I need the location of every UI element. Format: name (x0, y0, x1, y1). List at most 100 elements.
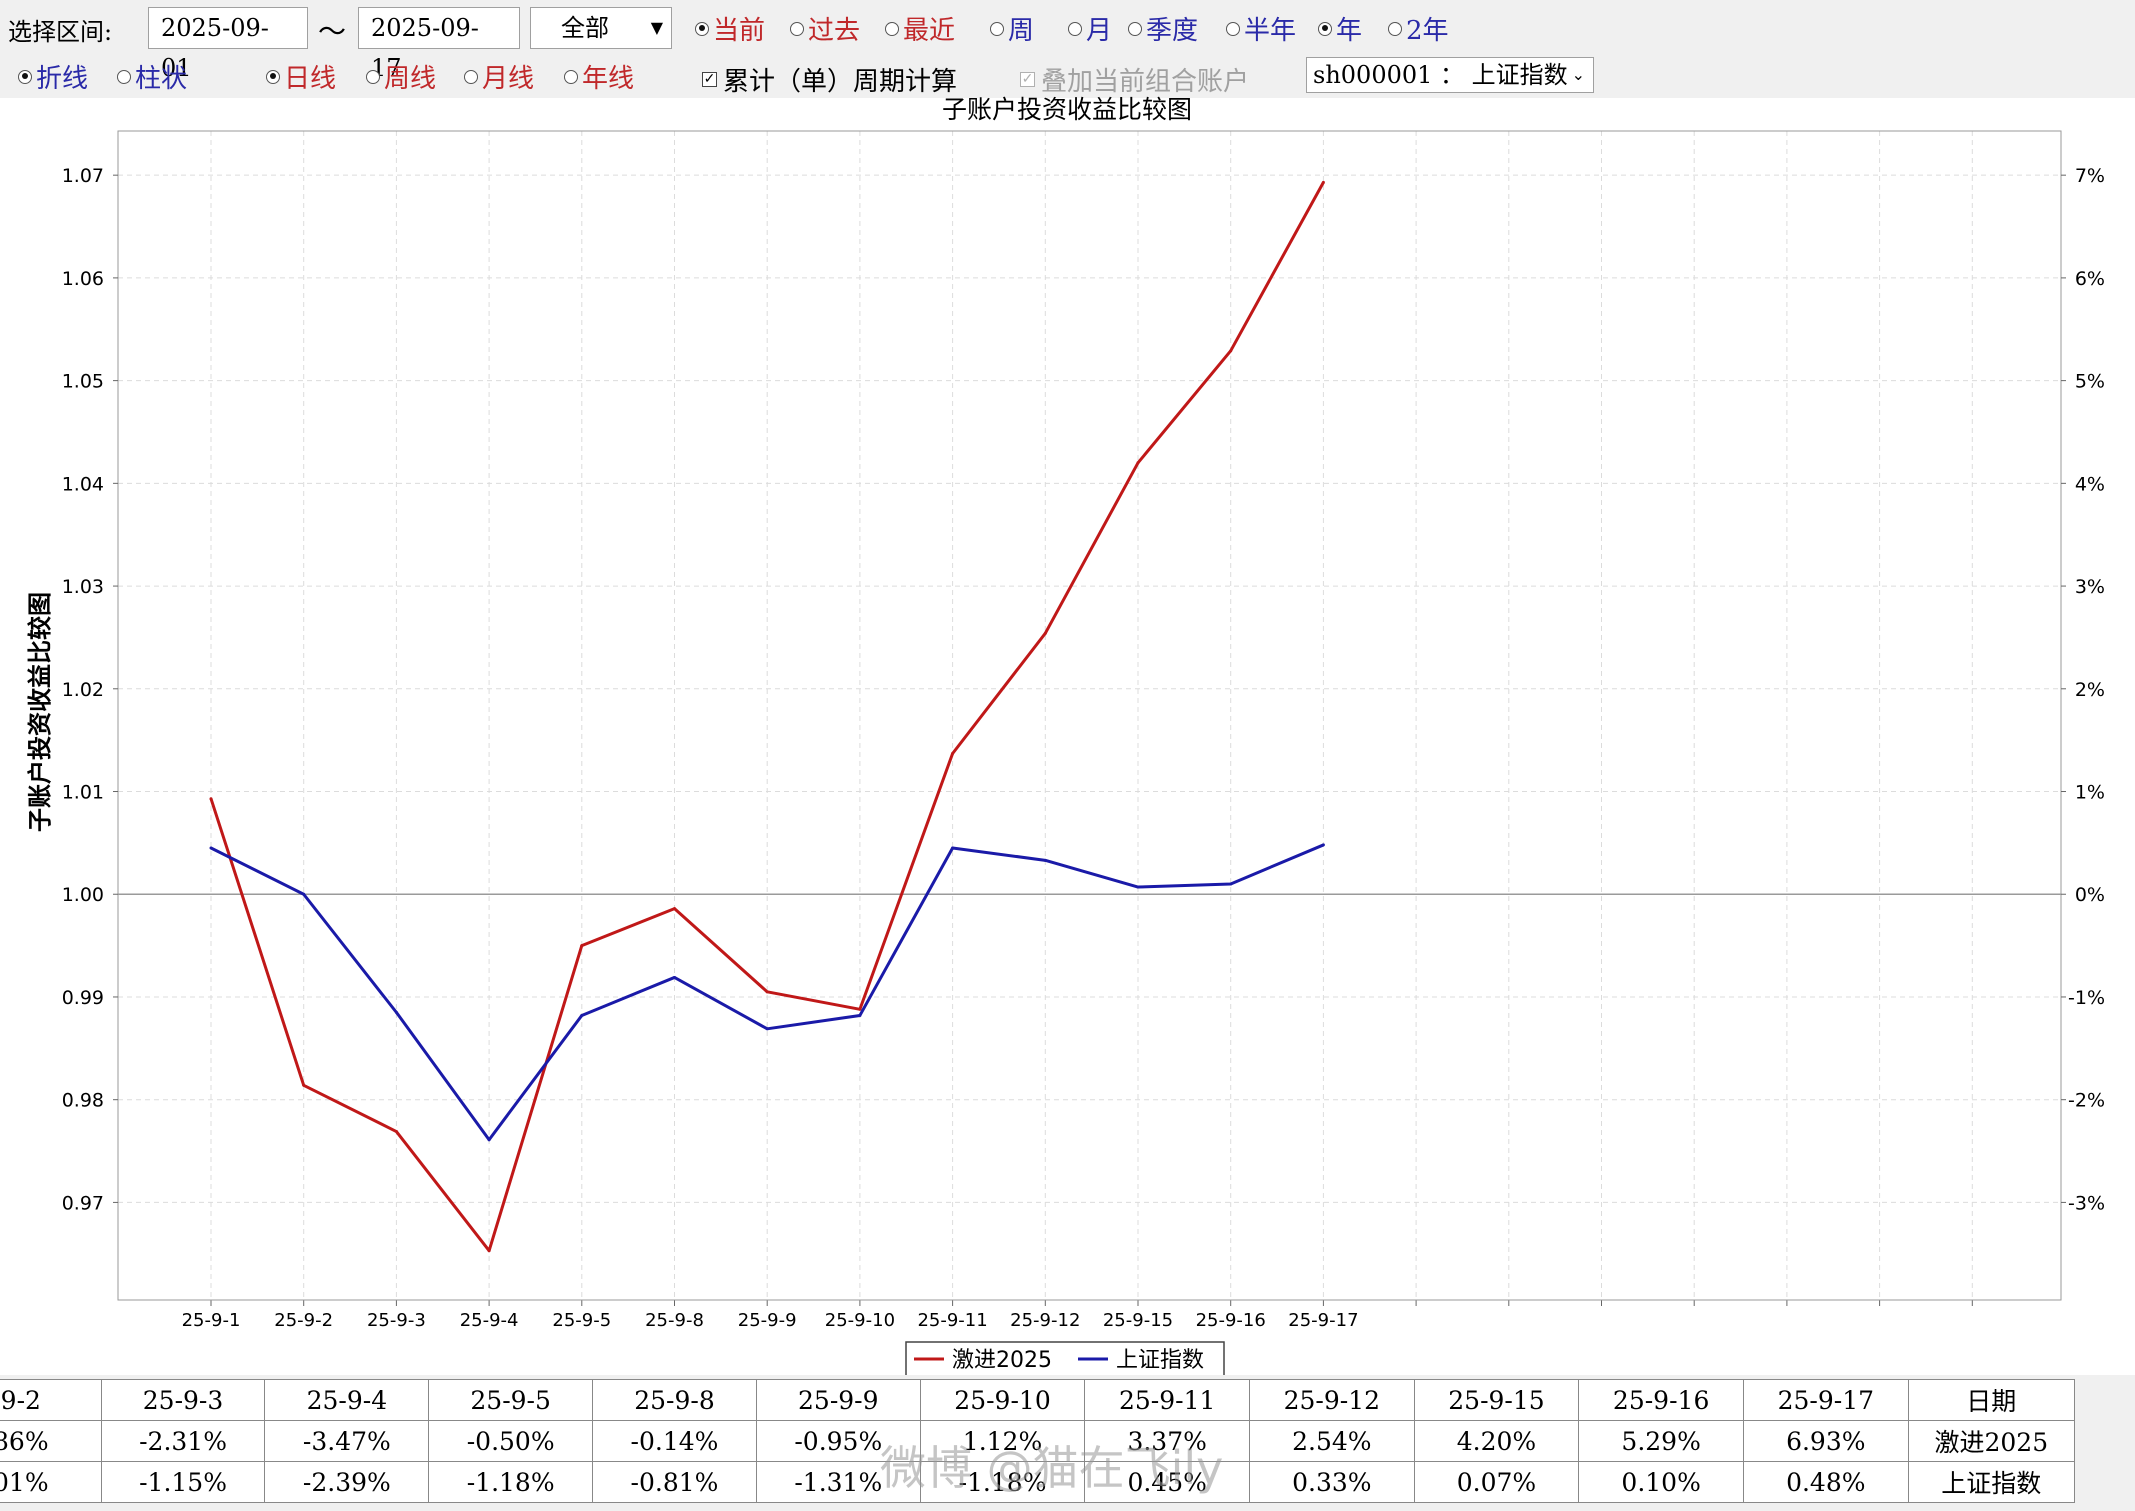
table-cell: 86% (0, 1420, 102, 1462)
y2-tick-label: 1% (2075, 782, 2105, 804)
x-tick-label: 25-9-4 (460, 1310, 519, 1331)
table-cell: -0.14% (592, 1420, 757, 1462)
y-tick-label: 1.06 (62, 268, 104, 290)
legend: 激进2025 上证指数 (905, 1341, 1225, 1375)
overlay-checkbox[interactable]: ✓ 叠加当前组合账户 (1020, 61, 1249, 98)
dropdown-arrow-icon: ▼ (650, 18, 663, 37)
radio-unchecked-icon (1128, 21, 1142, 36)
cycle-radio-1-label: 周线 (384, 64, 437, 94)
table-cell: 0.07% (1413, 1461, 1580, 1503)
x-tick-label: 25-9-8 (645, 1310, 704, 1331)
data-point (394, 1010, 398, 1014)
period-radio-6[interactable]: 半年 (1226, 10, 1296, 47)
data-point (858, 1013, 862, 1017)
table-cell: -1.15% (100, 1461, 266, 1503)
table-cell: 25-9-11 (1084, 1379, 1250, 1421)
data-point (1229, 882, 1233, 886)
cycle-radio-1[interactable]: 周线 (366, 58, 436, 95)
y-tick-label: 0.99 (62, 987, 104, 1009)
grid-layer (118, 131, 2061, 1306)
line-chart: 子账户投资收益比较图 1.071.061.051.041.031.021.011… (0, 95, 2135, 1375)
radio-checked-icon (1318, 21, 1332, 36)
x-axis: 25-9-1 25-9-2 25-9-3 25-9-4 25-9-5 25-9-8 25-9… (182, 1310, 1359, 1331)
chart-type-radio-1-label: 柱状 (135, 64, 188, 94)
data-point (394, 1130, 398, 1134)
table-cell: 4.20% (1413, 1420, 1580, 1462)
x-tick-label: 25-9-12 (1010, 1310, 1080, 1331)
table-cell: 日期 (1907, 1379, 2076, 1421)
y-tick-label: 0.98 (62, 1090, 104, 1112)
data-point (1043, 631, 1047, 635)
data-point (1136, 461, 1140, 465)
radio-checked-icon (695, 21, 709, 36)
period-radio-5[interactable]: 季度 (1128, 10, 1198, 47)
table-cell: -1.31% (755, 1461, 921, 1503)
cycle-radio-3-label: 年线 (582, 64, 635, 94)
scope-select-value: 全部 (561, 14, 609, 42)
radio-unchecked-icon (1388, 21, 1402, 36)
data-point (302, 1083, 306, 1087)
overlay-label: 叠加当前组合账户 (1041, 67, 1250, 97)
chart-title: 子账户投资收益比较图 (942, 95, 1192, 124)
data-point (580, 1013, 584, 1017)
data-point (673, 975, 676, 979)
x-tick-label: 25-9-16 (1196, 1310, 1266, 1331)
index-select-value: sh000001 ： 上证指数 (1313, 61, 1568, 89)
period-radio-5-label: 季度 (1146, 16, 1199, 46)
period-radio-2-label: 最近 (903, 16, 956, 46)
x-tick-label: 25-9-3 (367, 1310, 426, 1331)
y-tick-label: 1.02 (62, 679, 104, 701)
cycle-radio-0[interactable]: 日线 (266, 58, 336, 95)
cumulative-checkbox[interactable]: ✓ 累计（单）周期计算 (702, 61, 957, 98)
table-cell: -3.47% (264, 1420, 430, 1462)
chart-type-radio-0[interactable]: 折线 (18, 58, 88, 95)
cycle-radio-3[interactable]: 年线 (564, 58, 634, 95)
y-tick-label: 1.04 (62, 473, 104, 495)
x-tick-label: 25-9-9 (738, 1310, 797, 1331)
data-point (209, 846, 213, 850)
table-cell: 3.37% (1084, 1420, 1250, 1462)
period-radio-6-label: 半年 (1244, 16, 1297, 46)
table-cell: -2.39% (264, 1461, 430, 1503)
radio-unchecked-icon (990, 21, 1004, 36)
watermark: 微博 @猫在飞ily (880, 1441, 1224, 1495)
data-point (858, 1007, 862, 1011)
scope-select[interactable]: 全部 ▼ (530, 7, 672, 49)
table-cell: -2.31% (100, 1420, 266, 1462)
period-radio-4[interactable]: 月 (1068, 10, 1112, 47)
cumulative-label: 累计（单）周期计算 (723, 67, 958, 97)
cycle-radio-2[interactable]: 月线 (464, 58, 534, 95)
index-select[interactable]: sh000001 ： 上证指数 ⌄ (1306, 57, 1594, 93)
toolbar-options: 折线 柱状 日线 周线 月线 年线 ✓ 累计（单）周期计算 ✓ 叠加当前组合账户 sh0… (0, 54, 2135, 98)
period-radio-3[interactable]: 周 (990, 10, 1034, 47)
data-point (765, 1027, 769, 1031)
x-tick-label: 25-9-1 (182, 1310, 241, 1331)
radio-unchecked-icon (564, 69, 578, 84)
range-tilde: 〜 (318, 15, 347, 48)
period-radio-8[interactable]: 2年 (1388, 10, 1449, 47)
start-date-input[interactable]: 2025-09-01 (148, 7, 308, 82)
data-point (1136, 885, 1140, 889)
y2-tick-label: 6% (2075, 268, 2105, 290)
table-cell: -0.81% (592, 1461, 757, 1503)
table-cell: 25-9-4 (264, 1379, 430, 1421)
x-tick-label: 25-9-5 (552, 1310, 611, 1331)
table-cell: 25-9-12 (1249, 1379, 1415, 1421)
period-radio-2[interactable]: 最近 (885, 10, 955, 47)
period-radio-0[interactable]: 当前 (695, 10, 765, 47)
y2-tick-label: -1% (2068, 987, 2105, 1009)
range-label: 选择区间: (8, 18, 113, 46)
data-point (1321, 843, 1325, 847)
table-header-row: 9-2 25-9-3 25-9-4 25-9-5 25-9-8 25-9-9 25-9-10… (0, 1379, 2076, 1421)
checkbox-checked-icon: ✓ (702, 71, 717, 87)
chart-type-radio-1[interactable]: 柱状 (117, 58, 187, 95)
table-cell: 0.48% (1742, 1461, 1909, 1503)
period-radio-7[interactable]: 年 (1318, 10, 1362, 47)
y2-tick-label: 5% (2075, 371, 2105, 393)
series-layer (209, 180, 1325, 1253)
table-cell: 0.10% (1578, 1461, 1744, 1503)
period-radio-1[interactable]: 过去 (790, 10, 860, 47)
data-point (673, 907, 676, 911)
data-point (951, 846, 955, 850)
checkbox-disabled-icon: ✓ (1020, 71, 1035, 87)
